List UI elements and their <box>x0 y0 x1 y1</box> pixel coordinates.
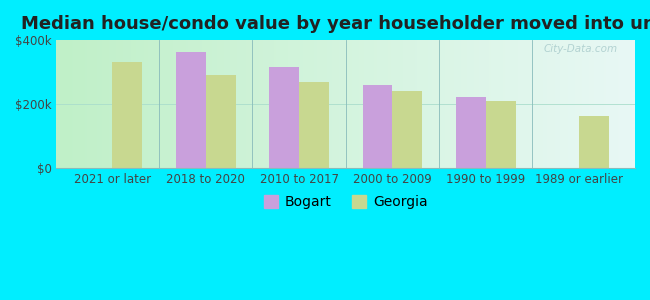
Bar <box>456 97 486 168</box>
Bar <box>269 67 299 168</box>
Text: City-Data.com: City-Data.com <box>543 44 618 54</box>
Bar <box>299 82 329 168</box>
Legend: Bogart, Georgia: Bogart, Georgia <box>258 190 434 215</box>
Bar <box>486 101 515 168</box>
Bar <box>363 85 393 168</box>
Bar <box>206 75 236 168</box>
Bar <box>393 91 422 168</box>
Bar <box>112 62 142 168</box>
Title: Median house/condo value by year householder moved into unit: Median house/condo value by year househo… <box>21 15 650 33</box>
Bar <box>579 116 609 168</box>
Bar <box>176 52 206 168</box>
